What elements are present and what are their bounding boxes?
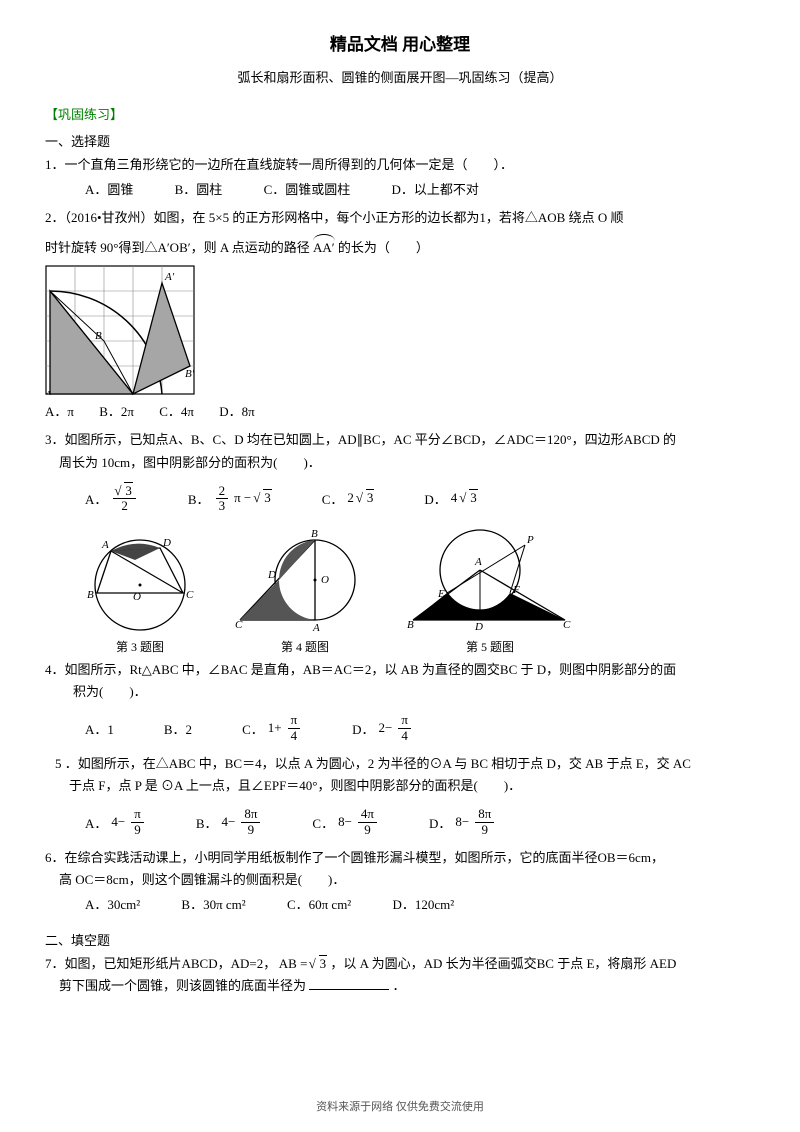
practice-label: 【巩固练习】 xyxy=(45,104,755,123)
q3-line2: 周长为 10cm，图中阴影部分的面积为( )． xyxy=(45,452,755,474)
svg-text:C: C xyxy=(186,589,194,601)
svg-text:B: B xyxy=(87,589,94,601)
q7-line1: 7．如图，已知矩形纸片ABCD，AD=2， AB = 3 ，以 A 为圆心，AD… xyxy=(45,953,755,975)
q7-l1b: ，以 A 为圆心，AD 长为半径画弧交BC 于点 E，将扇形 AED xyxy=(330,956,676,971)
q1-opt-d: D．以上都不对 xyxy=(391,179,478,201)
q4-line1: 4．如图所示，Rt△ABC 中，∠BAC 是直角，AB＝AC＝2，以 AB 为直… xyxy=(45,659,755,681)
question-6: 6．在综合实践活动课上，小明同学用纸板制作了一个圆锥形漏斗模型，如图所示，它的底… xyxy=(45,847,755,916)
page-title: 精品文档 用心整理 xyxy=(45,30,755,55)
svg-text:A: A xyxy=(312,622,320,634)
q6-opt-d: D．120cm² xyxy=(392,894,454,916)
fig4: B D O C A 第 4 题图 xyxy=(235,525,375,655)
q3-line1: 3．如图所示，已知点A、B、C、D 均在已知圆上，AD∥BC，AC 平分∠BCD… xyxy=(45,429,755,451)
grid-diagram: A A′ B B′ O xyxy=(45,265,195,395)
section-one-head: 一、选择题 xyxy=(45,131,755,150)
q5-opt-d: D． 8−8π9 xyxy=(429,807,496,837)
q6-opt-b: B．30π cm² xyxy=(181,894,245,916)
q1-text: 1．一个直角三角形绕它的一边所在直线旋转一周所得到的几何体一定是（ ）． xyxy=(45,157,513,172)
svg-text:E: E xyxy=(437,588,445,600)
q4-options: A．1 B．2 C． 1+π4 D． 2−π4 xyxy=(45,713,755,743)
q1-opt-a: A．圆锥 xyxy=(85,179,133,201)
question-4: 4．如图所示，Rt△ABC 中，∠BAC 是直角，AB＝AC＝2，以 AB 为直… xyxy=(45,659,755,703)
question-3: 3．如图所示，已知点A、B、C、D 均在已知圆上，AD∥BC，AC 平分∠BCD… xyxy=(45,429,755,473)
q6-line2: 高 OC＝8cm，则这个圆锥漏斗的侧面积是( )． xyxy=(45,869,755,891)
svg-text:A′: A′ xyxy=(164,271,175,283)
svg-text:O: O xyxy=(321,574,329,586)
q3-opt-c: C． 23 xyxy=(322,489,375,508)
question-2: 2．（2016•甘孜州）如图，在 5×5 的正方形网格中，每个小正方形的边长都为… xyxy=(45,207,755,259)
q6-line1: 6．在综合实践活动课上，小明同学用纸板制作了一个圆锥形漏斗模型，如图所示，它的底… xyxy=(45,847,755,869)
svg-text:B′: B′ xyxy=(185,368,195,380)
svg-text:B: B xyxy=(407,619,414,631)
svg-text:A: A xyxy=(474,556,482,568)
q5-line1: 5 ．如图所示，在△ABC 中，BC＝4，以点 A 为圆心，2 为半径的⊙A 与… xyxy=(55,753,755,775)
q2-options: A．π B．2π C．4π D．8π xyxy=(45,401,755,423)
q7-line2: 剪下围成一个圆锥，则该圆锥的底面半径为 ． xyxy=(45,975,755,997)
svg-text:B: B xyxy=(95,330,102,342)
q3-opt-d: D． 43 xyxy=(424,489,477,508)
q7-ab: AB = xyxy=(279,956,311,971)
answer-blank[interactable] xyxy=(309,976,389,990)
q5-line2: 于点 F，点 P 是 ⊙A 上一点，且∠EPF＝40°，则图中阴影部分的面积是(… xyxy=(55,775,755,797)
fig5-caption: 第 5 题图 xyxy=(466,638,514,655)
q1-options: A．圆锥 B．圆柱 C．圆锥或圆柱 D．以上都不对 xyxy=(45,179,755,201)
svg-text:D: D xyxy=(267,569,276,581)
q1-opt-b: B．圆柱 xyxy=(175,179,223,201)
fig5: A P E F B D C 第 5 题图 xyxy=(405,525,575,655)
q2-line2: 时针旋转 90°得到△A′OB′，则 A 点运动的路径 AA′ 的长为（ ） xyxy=(45,237,755,259)
svg-text:F: F xyxy=(512,584,520,596)
question-7: 7．如图，已知矩形纸片ABCD，AD=2， AB = 3 ，以 A 为圆心，AD… xyxy=(45,953,755,997)
svg-text:P: P xyxy=(526,534,534,546)
q5-options: A． 4−π9 B． 4−8π9 C． 8−4π9 D． 8−8π9 xyxy=(45,807,755,837)
q1-opt-c: C．圆锥或圆柱 xyxy=(264,179,351,201)
q2-opt-b: B．2π xyxy=(99,404,134,419)
q2-line2a: 时针旋转 90°得到△A′OB′，则 A 点运动的路径 xyxy=(45,240,313,255)
arc-label: AA′ xyxy=(313,237,335,259)
svg-text:D: D xyxy=(474,621,483,633)
q4-opt-a: A．1 xyxy=(85,719,114,738)
question-5: 5 ．如图所示，在△ABC 中，BC＝4，以点 A 为圆心，2 为半径的⊙A 与… xyxy=(45,753,755,797)
q2-opt-c: C．4π xyxy=(159,404,194,419)
svg-text:O: O xyxy=(133,591,141,603)
q5-opt-b: B． 4−8π9 xyxy=(196,807,263,837)
svg-text:A: A xyxy=(45,389,52,395)
q6-options: A．30cm² B．30π cm² C．60π cm² D．120cm² xyxy=(45,894,755,916)
q7-l1a: 7．如图，已知矩形纸片ABCD，AD=2， xyxy=(45,956,276,971)
svg-text:A: A xyxy=(101,539,109,551)
q2-opt-d: D．8π xyxy=(219,404,254,419)
q2-opt-a: A．π xyxy=(45,404,74,419)
section-two-head: 二、填空题 xyxy=(45,930,755,949)
q4-opt-d: D． 2−π4 xyxy=(352,713,413,743)
page-subtitle: 弧长和扇形面积、圆锥的侧面展开图—巩固练习（提高） xyxy=(45,67,755,86)
fig3: A D B C O 第 3 题图 xyxy=(75,530,205,655)
q4-opt-c: C． 1+π4 xyxy=(242,713,302,743)
figures-row: A D B C O 第 3 题图 B D O C A 第 4 题图 xyxy=(75,525,755,655)
q2-figure: A A′ B B′ O xyxy=(45,265,755,395)
q3-opt-b: B． 23π − 3 xyxy=(188,484,272,514)
q5-opt-c: C． 8−4π9 xyxy=(312,807,379,837)
q3-opt-a: A． 32 xyxy=(85,484,138,514)
q2-line1: 2．（2016•甘孜州）如图，在 5×5 的正方形网格中，每个小正方形的边长都为… xyxy=(45,207,755,229)
fig4-caption: 第 4 题图 xyxy=(281,638,329,655)
q4-opt-b: B．2 xyxy=(164,719,192,738)
page-footer: 资料来源于网络 仅供免费交流使用 xyxy=(0,1098,800,1114)
q7-l2e: ． xyxy=(393,978,406,993)
svg-text:C: C xyxy=(563,619,571,631)
q5-opt-a: A． 4−π9 xyxy=(85,807,146,837)
q3-options: A． 32 B． 23π − 3 C． 23 D． 43 xyxy=(45,484,755,514)
question-1: 1．一个直角三角形绕它的一边所在直线旋转一周所得到的几何体一定是（ ）． A．圆… xyxy=(45,154,755,201)
q6-opt-c: C．60π cm² xyxy=(287,894,351,916)
q2-line2b: 的长为（ ） xyxy=(338,240,429,255)
svg-text:B: B xyxy=(311,528,318,540)
fig3-caption: 第 3 题图 xyxy=(116,638,164,655)
svg-text:D: D xyxy=(162,537,171,549)
q7-l2: 剪下围成一个圆锥，则该圆锥的底面半径为 xyxy=(59,978,306,993)
q4-line2: 积为( )． xyxy=(45,681,755,703)
q6-opt-a: A．30cm² xyxy=(85,894,140,916)
svg-text:C: C xyxy=(235,619,243,631)
